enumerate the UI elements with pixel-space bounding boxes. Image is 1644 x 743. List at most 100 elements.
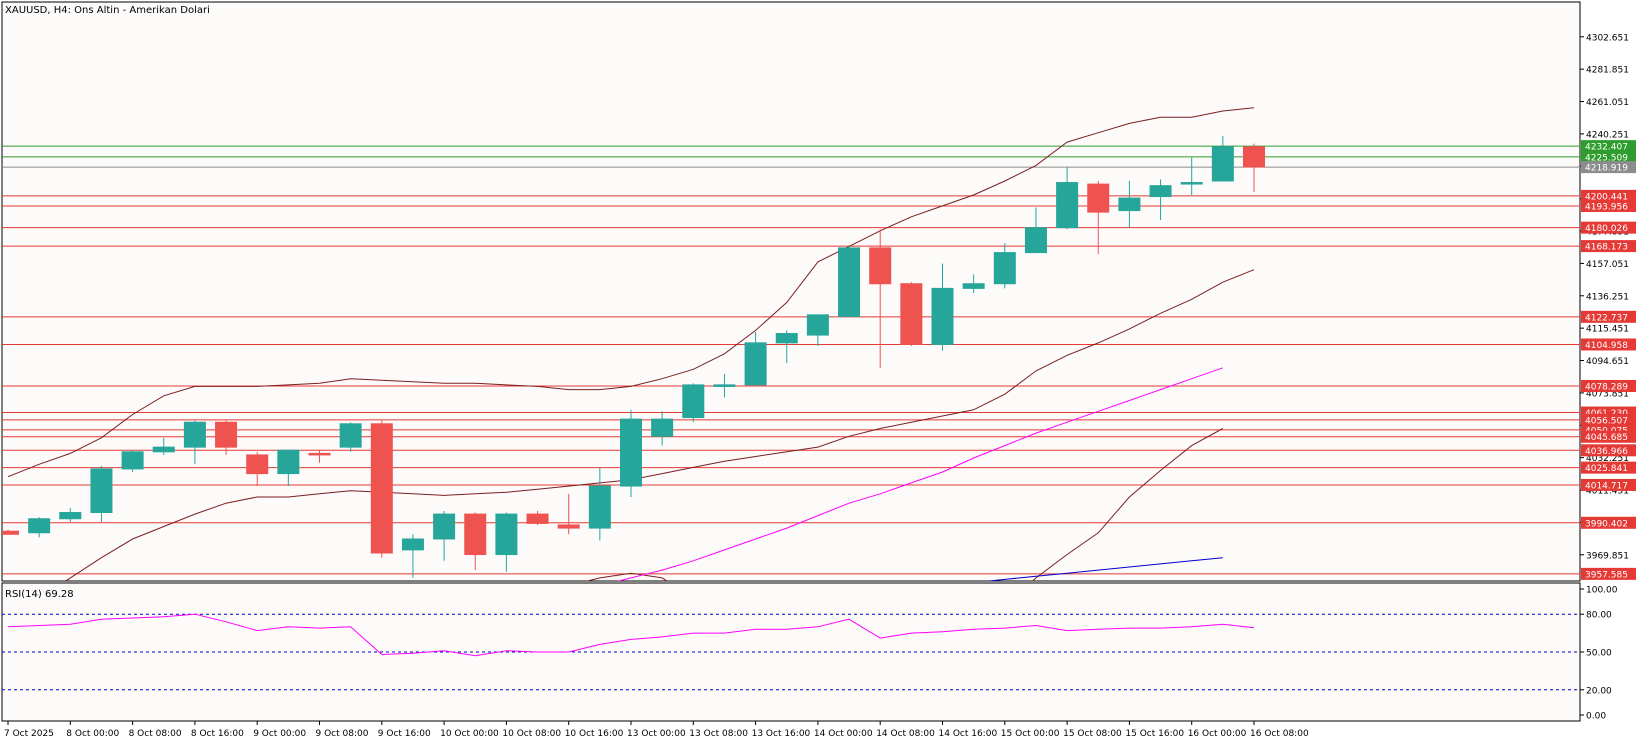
candle bbox=[90, 465, 113, 522]
candle bbox=[682, 383, 705, 423]
candle-body bbox=[651, 418, 674, 437]
candle-body bbox=[1056, 182, 1079, 229]
level-price-tag bbox=[1581, 516, 1636, 529]
candle-body bbox=[900, 283, 923, 345]
level-price-label: 4180.026 bbox=[1585, 224, 1628, 234]
candle-body bbox=[339, 423, 362, 448]
candle-body bbox=[246, 454, 269, 475]
candle bbox=[744, 331, 767, 386]
time-tick-label: 13 Oct 08:00 bbox=[689, 729, 748, 739]
candle-body bbox=[2, 530, 19, 535]
rsi-indicator bbox=[2, 613, 1580, 691]
level-price-label: 4045.685 bbox=[1585, 433, 1628, 443]
candle bbox=[183, 420, 206, 465]
price-tick-label: 4032.251 bbox=[1586, 454, 1629, 464]
time-tick-label: 16 Oct 00:00 bbox=[1188, 729, 1247, 739]
rsi-line bbox=[7, 613, 1255, 657]
candle bbox=[433, 510, 456, 561]
level-price-label: 4078.289 bbox=[1585, 382, 1628, 392]
time-axis: 7 Oct 2025 8 Oct 00:00 8 Oct 08:00 8 Oct 16… bbox=[4, 721, 1309, 739]
candle-body bbox=[308, 452, 331, 456]
candle-body bbox=[993, 252, 1016, 285]
level-price-label: 4200.441 bbox=[1585, 192, 1628, 202]
rsi-label: RSI(14) 69.28 bbox=[5, 589, 74, 600]
rsi-tick-label: 50.00 bbox=[1586, 649, 1612, 659]
candle bbox=[775, 330, 798, 364]
candle bbox=[620, 409, 642, 497]
level-price-tag bbox=[1581, 150, 1636, 163]
candle-body bbox=[1087, 183, 1110, 213]
rsi-tick-label: 20.00 bbox=[1586, 686, 1612, 696]
level-price-tag bbox=[1581, 221, 1636, 234]
candle bbox=[651, 411, 674, 446]
bollinger-upper-line bbox=[7, 107, 1255, 478]
time-tick-label: 14 Oct 16:00 bbox=[939, 729, 998, 739]
candle bbox=[464, 512, 487, 571]
rsi-tick-label: 0.00 bbox=[1586, 712, 1606, 722]
candle bbox=[526, 510, 549, 525]
price-axis: 4302.6514281.8514261.0514240.2514219.451… bbox=[1580, 33, 1636, 580]
candle-body bbox=[28, 518, 51, 534]
candle-body bbox=[495, 513, 518, 556]
candle-body bbox=[464, 513, 487, 556]
price-tick-label: 4136.251 bbox=[1586, 292, 1629, 302]
time-tick-label: 13 Oct 16:00 bbox=[752, 729, 811, 739]
price-tick-label: 4261.051 bbox=[1586, 98, 1629, 108]
price-tick-label: 4240.251 bbox=[1586, 130, 1629, 140]
price-tick-label: 4157.051 bbox=[1586, 260, 1629, 270]
candle bbox=[308, 450, 331, 463]
time-tick-label: 14 Oct 00:00 bbox=[814, 729, 873, 739]
price-tick-label: 4073.851 bbox=[1586, 389, 1629, 399]
candle bbox=[59, 507, 82, 522]
candle bbox=[1149, 179, 1172, 220]
moving-average-slow-line bbox=[984, 557, 1223, 581]
candle-body bbox=[401, 538, 424, 551]
candle-body bbox=[838, 247, 861, 317]
candle bbox=[1056, 166, 1079, 230]
candle bbox=[931, 263, 954, 351]
price-tick-label: 4011.451 bbox=[1586, 487, 1629, 497]
rsi-panel[interactable]: 100.00 80.00 50.00 20.00 0.00 RSI(14) 69.28 bbox=[1, 582, 1618, 722]
candle-body bbox=[90, 468, 113, 514]
candle-body bbox=[370, 423, 393, 554]
candle-body bbox=[59, 512, 82, 520]
candle bbox=[121, 450, 144, 473]
time-tick-label: 15 Oct 08:00 bbox=[1063, 729, 1122, 739]
level-price-tag bbox=[1581, 478, 1636, 491]
price-tick-label: 3969.851 bbox=[1586, 551, 1629, 561]
candle-body bbox=[152, 446, 175, 453]
level-price-label: 4232.407 bbox=[1585, 143, 1628, 153]
candle bbox=[1087, 180, 1110, 255]
level-price-label: 4122.737 bbox=[1585, 313, 1628, 323]
candle bbox=[370, 420, 393, 558]
level-price-label: 4225.509 bbox=[1585, 153, 1628, 163]
candle-body bbox=[1180, 182, 1203, 185]
level-price-tag bbox=[1581, 567, 1636, 580]
price-tick-label: 4094.651 bbox=[1586, 357, 1629, 367]
candle bbox=[588, 467, 611, 541]
level-price-tag bbox=[1581, 310, 1636, 323]
candle bbox=[277, 449, 300, 487]
candle-body bbox=[277, 449, 300, 475]
chart-title: XAUUSD, H4: Ons Altin - Amerikan Dolari bbox=[5, 5, 210, 16]
candle bbox=[962, 274, 985, 294]
level-price-label: 4036.966 bbox=[1585, 447, 1628, 457]
time-tick-label: 9 Oct 16:00 bbox=[378, 729, 431, 739]
level-price-tag bbox=[1581, 338, 1636, 351]
candle bbox=[900, 282, 923, 346]
level-price-label: 3957.585 bbox=[1585, 570, 1628, 580]
candle bbox=[246, 451, 269, 487]
level-price-tag bbox=[1581, 413, 1636, 426]
candle bbox=[1118, 180, 1141, 228]
candle-body bbox=[121, 451, 144, 470]
level-price-tag bbox=[1581, 379, 1636, 392]
candle bbox=[1180, 157, 1203, 195]
candle-body bbox=[682, 384, 705, 419]
candle bbox=[869, 229, 892, 368]
time-tick-label: 8 Oct 08:00 bbox=[129, 729, 182, 739]
time-tick-label: 10 Oct 16:00 bbox=[565, 729, 624, 739]
candle-body bbox=[931, 287, 954, 345]
candle-body bbox=[588, 485, 611, 529]
